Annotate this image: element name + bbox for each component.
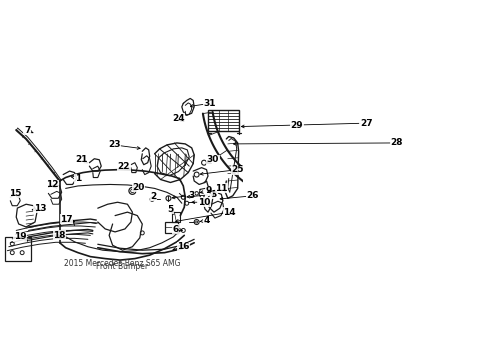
- Text: 21: 21: [75, 155, 87, 164]
- Bar: [172, 212, 180, 222]
- Text: 11: 11: [215, 184, 227, 193]
- Text: 8: 8: [210, 190, 217, 199]
- Text: 22: 22: [118, 162, 130, 171]
- Text: 29: 29: [290, 121, 303, 130]
- Text: 27: 27: [359, 119, 372, 128]
- Text: 20: 20: [132, 183, 145, 192]
- Text: 2: 2: [150, 192, 157, 201]
- Text: 12: 12: [45, 180, 58, 189]
- Text: 23: 23: [108, 140, 120, 149]
- Text: 18: 18: [53, 231, 66, 240]
- Text: 2015 Mercedes-Benz S65 AMG: 2015 Mercedes-Benz S65 AMG: [63, 259, 180, 268]
- Text: 30: 30: [206, 155, 219, 164]
- Text: 14: 14: [223, 208, 236, 217]
- Text: 25: 25: [231, 165, 244, 174]
- Bar: [5, 237, 31, 261]
- Text: 17: 17: [60, 215, 73, 224]
- Text: 9: 9: [205, 186, 212, 195]
- Text: 13: 13: [34, 204, 46, 213]
- Text: 31: 31: [203, 99, 216, 108]
- Text: 15: 15: [9, 189, 21, 198]
- Text: 6: 6: [172, 225, 178, 234]
- Text: 16: 16: [177, 242, 189, 251]
- Text: 24: 24: [172, 114, 184, 123]
- Text: 28: 28: [390, 139, 402, 148]
- Text: 10: 10: [198, 198, 210, 207]
- Text: 26: 26: [246, 191, 258, 200]
- Text: 3: 3: [188, 191, 194, 200]
- Text: 19: 19: [14, 232, 26, 241]
- Text: Front Bumper: Front Bumper: [96, 262, 148, 271]
- Text: 1: 1: [75, 174, 81, 183]
- Text: 4: 4: [203, 216, 209, 225]
- Text: 5: 5: [167, 205, 173, 214]
- Text: 7: 7: [24, 126, 30, 135]
- Bar: [164, 222, 178, 233]
- Bar: [207, 110, 238, 131]
